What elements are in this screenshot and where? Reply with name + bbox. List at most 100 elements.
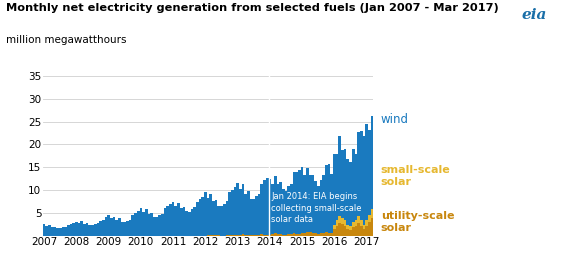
Bar (298, 234, 301, 236)
Bar (193, 207, 196, 236)
Bar (59, 228, 62, 236)
Bar (62, 227, 64, 236)
Text: wind: wind (381, 113, 409, 126)
Bar (164, 208, 166, 236)
Bar (320, 233, 322, 236)
Bar (253, 235, 255, 236)
Bar (355, 154, 357, 220)
Bar (250, 199, 253, 235)
Bar (239, 235, 242, 236)
Bar (129, 220, 132, 236)
Bar (312, 175, 314, 233)
Bar (158, 215, 161, 236)
Bar (347, 229, 349, 236)
Bar (293, 234, 295, 236)
Bar (115, 220, 118, 236)
Bar (341, 218, 344, 224)
Bar (328, 164, 331, 233)
Bar (365, 124, 368, 220)
Bar (237, 235, 239, 236)
Bar (365, 220, 368, 226)
Bar (295, 172, 298, 234)
Bar (341, 150, 344, 218)
Bar (295, 234, 298, 236)
Bar (357, 216, 360, 223)
Bar (301, 234, 303, 236)
Bar (268, 179, 271, 235)
Bar (298, 170, 301, 234)
Bar (287, 186, 290, 234)
Bar (242, 184, 245, 234)
Bar (349, 226, 352, 230)
Bar (250, 235, 253, 236)
Bar (228, 235, 231, 236)
Bar (96, 223, 99, 236)
Bar (370, 218, 373, 236)
Bar (166, 206, 169, 236)
Bar (260, 184, 263, 234)
Bar (322, 175, 325, 233)
Bar (268, 235, 271, 236)
Bar (258, 235, 260, 236)
Bar (284, 191, 287, 235)
Bar (94, 224, 96, 236)
Bar (86, 223, 88, 236)
Bar (284, 235, 287, 236)
Bar (180, 208, 182, 236)
Bar (207, 235, 209, 236)
Bar (266, 178, 268, 235)
Bar (303, 175, 306, 233)
Bar (104, 218, 107, 236)
Bar (333, 229, 336, 236)
Bar (247, 191, 250, 235)
Bar (314, 234, 317, 236)
Bar (352, 222, 355, 227)
Bar (309, 232, 312, 236)
Bar (169, 204, 172, 236)
Bar (333, 154, 336, 225)
Bar (226, 201, 228, 235)
Bar (156, 218, 158, 236)
Bar (247, 235, 250, 236)
Bar (368, 130, 371, 215)
Bar (355, 220, 357, 226)
Bar (75, 222, 78, 236)
Bar (287, 234, 290, 236)
Bar (260, 234, 263, 236)
Bar (255, 235, 258, 236)
Bar (78, 223, 80, 236)
Bar (220, 206, 223, 235)
Bar (54, 227, 56, 236)
Bar (368, 222, 371, 236)
Bar (215, 200, 218, 235)
Bar (226, 235, 228, 236)
Bar (370, 116, 373, 209)
Bar (231, 235, 234, 236)
Bar (231, 190, 234, 235)
Text: million megawatthours: million megawatthours (6, 35, 126, 45)
Bar (322, 233, 325, 236)
Bar (123, 222, 126, 236)
Bar (255, 196, 258, 235)
Bar (91, 225, 94, 236)
Bar (363, 229, 365, 236)
Text: Monthly net electricity generation from selected fuels (Jan 2007 - Mar 2017): Monthly net electricity generation from … (6, 3, 498, 13)
Bar (331, 174, 333, 234)
Bar (357, 223, 360, 236)
Bar (204, 192, 207, 235)
Bar (271, 184, 274, 234)
Bar (126, 221, 129, 236)
Bar (336, 226, 339, 236)
Bar (352, 149, 355, 222)
Bar (43, 224, 46, 236)
Bar (190, 209, 193, 236)
Bar (266, 235, 268, 236)
Bar (328, 233, 331, 236)
Bar (339, 223, 341, 236)
Bar (306, 232, 309, 236)
Bar (282, 235, 284, 236)
Bar (271, 234, 274, 236)
Bar (341, 224, 344, 236)
Bar (148, 214, 150, 236)
Bar (347, 225, 349, 229)
